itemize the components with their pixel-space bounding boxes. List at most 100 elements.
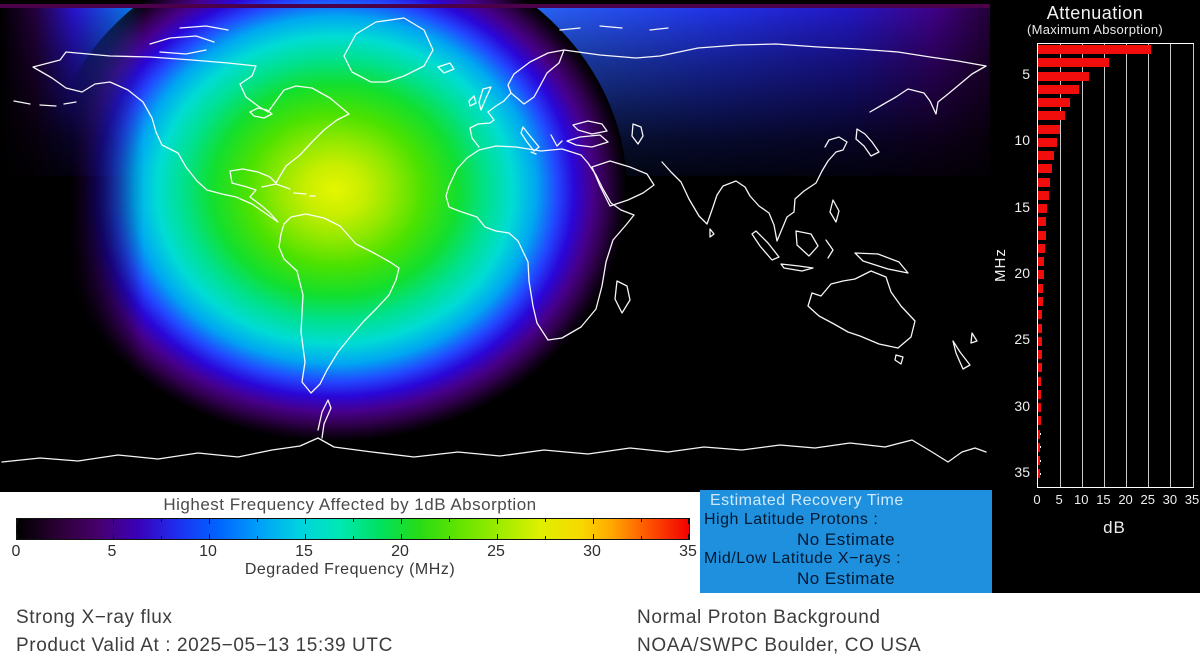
attenuation-bar-17mhz: [1038, 230, 1046, 240]
attenuation-bar-24mhz: [1038, 323, 1042, 333]
colorbar-tick: [113, 534, 114, 539]
attenuation-bar-30mhz: [1038, 403, 1041, 413]
x-tick-label: 10: [1074, 492, 1089, 507]
colorbar-title: Highest Frequency Affected by 1dB Absorp…: [163, 495, 537, 514]
colorbar-tick: [353, 536, 354, 539]
colorbar-tick: [641, 519, 642, 522]
attenuation-bar-27mhz: [1038, 363, 1042, 373]
attenuation-bar-26mhz: [1038, 350, 1042, 360]
colorbar-tick: [17, 534, 18, 539]
colorbar-tick: [449, 536, 450, 539]
attenuation-bar-21mhz: [1038, 283, 1044, 293]
attenuation-bar-15mhz: [1038, 204, 1048, 214]
gridline: [1059, 44, 1061, 487]
attenuation-bar-6mhz: [1038, 84, 1079, 94]
colorbar-tick: [209, 519, 210, 524]
world-absorption-map: [0, 0, 990, 463]
colorbar-tick: [17, 519, 18, 524]
y-tick-label: 35: [1014, 463, 1030, 480]
gridline: [1081, 44, 1083, 487]
footer: Strong X−ray flux Product Valid At : 202…: [0, 593, 1200, 667]
attenuation-bar-16mhz: [1038, 217, 1047, 227]
attenuation-bar-12mhz: [1038, 164, 1052, 174]
x-tick-label: 0: [1033, 492, 1041, 507]
x-tick-label: 30: [1162, 492, 1178, 507]
attenuation-x-axis-label: dB: [1103, 518, 1126, 537]
attenuation-bar-35mhz: [1038, 469, 1040, 479]
x-tick-label: 5: [1055, 492, 1063, 507]
attenuation-panel: Attenuation (Maximum Absorption) 5 10 15 20…: [990, 0, 1200, 593]
colorbar-gradient: [16, 518, 690, 540]
attenuation-bar-9mhz: [1038, 124, 1061, 134]
proton-background-status: Normal Proton Background: [637, 607, 881, 628]
x-tick-label: 15: [1096, 492, 1111, 507]
attenuation-bar-3mhz: [1038, 44, 1151, 54]
attenuation-bar-13mhz: [1038, 177, 1050, 187]
colorbar-tick-label: 0: [11, 543, 21, 560]
colorbar-tick: [401, 534, 402, 539]
colorbar-tick-label: 10: [199, 543, 217, 560]
colorbar-x-axis-label: Degraded Frequency (MHz): [244, 561, 456, 578]
xray-flux-status: Strong X−ray flux: [16, 607, 173, 628]
colorbar-tick-label: 25: [487, 543, 505, 560]
attenuation-bar-10mhz: [1038, 137, 1057, 147]
attenuation-title: Attenuation: [1046, 3, 1144, 23]
attenuation-bar-28mhz: [1038, 376, 1042, 386]
attenuation-bar-14mhz: [1038, 190, 1049, 200]
colorbar-tick: [593, 534, 594, 539]
colorbar-tick: [161, 536, 162, 539]
gridline: [1148, 44, 1150, 487]
colorbar-tick: [688, 534, 689, 539]
attenuation-bar-25mhz: [1038, 336, 1042, 346]
attenuation-plot: [1037, 43, 1194, 488]
gridline: [1192, 44, 1194, 487]
map-top-border: [0, 4, 990, 8]
colorbar-tick: [113, 519, 114, 524]
y-tick-label: 10: [1014, 132, 1030, 149]
midlow-latitude-xrays-value: No Estimate: [796, 569, 896, 588]
attenuation-bar-20mhz: [1038, 270, 1044, 280]
colorbar-tick-label: 20: [391, 543, 409, 560]
attenuation-bar-31mhz: [1038, 416, 1041, 426]
recovery-box-title: Estimated Recovery Time: [710, 492, 904, 509]
colorbar-tick: [449, 519, 450, 522]
attenuation-bar-22mhz: [1038, 297, 1043, 307]
colorbar-tick: [209, 534, 210, 539]
y-tick-label: 15: [1014, 198, 1030, 215]
colorbar-tick: [65, 536, 66, 539]
attenuation-bar-11mhz: [1038, 151, 1054, 161]
colorbar-tick-label: 35: [679, 543, 697, 560]
y-tick-label: 20: [1014, 264, 1030, 281]
attenuation-subtitle: (Maximum Absorption): [1026, 22, 1164, 37]
agency-credit: NOAA/SWPC Boulder, CO USA: [637, 635, 922, 656]
colorbar-tick: [353, 519, 354, 522]
midlow-latitude-xrays-label: Mid/Low Latitude X−rays :: [704, 550, 902, 567]
product-valid-timestamp: Product Valid At : 2025−05−13 15:39 UTC: [16, 635, 393, 656]
colorbar-tick: [257, 519, 258, 522]
attenuation-bar-32mhz: [1038, 429, 1041, 439]
colorbar-tick: [497, 534, 498, 539]
attenuation-bar-23mhz: [1038, 310, 1043, 320]
colorbar-tick: [401, 519, 402, 524]
attenuation-bar-34mhz: [1038, 456, 1041, 466]
y-tick-label: 25: [1014, 331, 1030, 348]
gridline: [1126, 44, 1128, 487]
attenuation-y-axis-label: MHz: [992, 248, 1009, 282]
attenuation-bar-29mhz: [1038, 389, 1042, 399]
high-latitude-protons-label: High Latitude Protons :: [704, 511, 879, 528]
attenuation-bar-4mhz: [1038, 58, 1109, 68]
coastlines: [1, 17, 987, 463]
colorbar-tick: [545, 519, 546, 522]
gridline: [1170, 44, 1172, 487]
attenuation-bar-33mhz: [1038, 442, 1041, 452]
attenuation-bar-7mhz: [1038, 98, 1071, 108]
colorbar-tick-label: 15: [295, 543, 313, 560]
recovery-time-box: Estimated Recovery Time High Latitude Pr…: [700, 490, 992, 593]
x-tick-label: 20: [1118, 492, 1133, 507]
y-tick-label: 5: [1022, 66, 1030, 82]
colorbar-tick: [641, 536, 642, 539]
attenuation-bar-19mhz: [1038, 257, 1045, 267]
colorbar-tick: [161, 519, 162, 522]
colorbar-tick: [305, 519, 306, 524]
